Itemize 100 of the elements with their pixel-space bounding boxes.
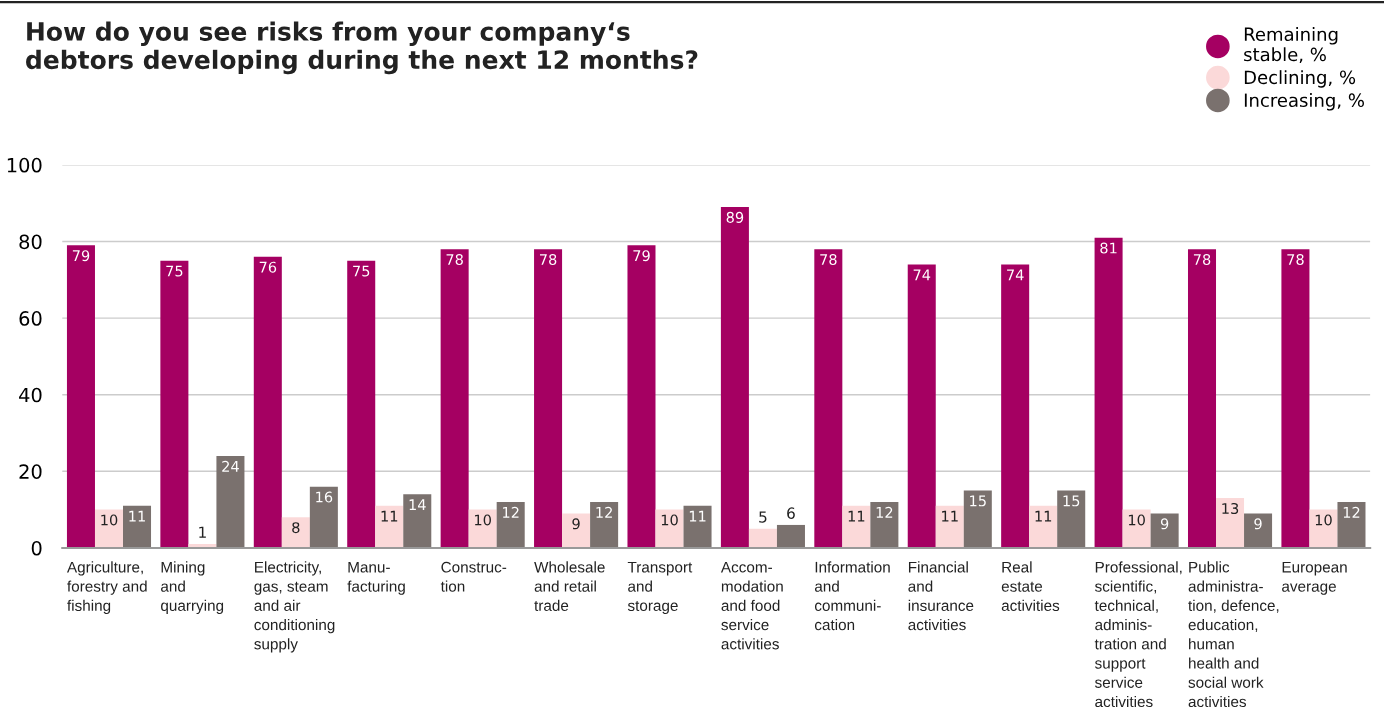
data-label: 89	[726, 211, 744, 223]
data-label: 76	[259, 261, 277, 273]
y-tick-label: 0	[31, 540, 42, 556]
x-tick-label: Transport and storage	[627, 561, 693, 615]
data-label: 78	[1287, 254, 1304, 266]
x-tick-label: Agriculture, forestry and fishing	[66, 561, 147, 615]
bar	[253, 256, 282, 548]
bar	[1029, 505, 1058, 548]
data-label: 9	[1160, 518, 1169, 530]
data-label: 74	[913, 269, 931, 281]
bar	[590, 501, 619, 548]
bar	[562, 513, 591, 548]
data-label: 1	[199, 526, 206, 538]
data-label: 12	[503, 506, 519, 518]
bar	[1094, 237, 1123, 548]
bar	[963, 490, 992, 548]
bar	[440, 249, 469, 548]
x-tick-label: Mining and quarrying	[161, 561, 224, 615]
legend-label: Remaining stable, %	[1244, 27, 1338, 64]
bar	[776, 524, 805, 548]
data-label: 16	[316, 491, 333, 503]
bar	[403, 494, 432, 548]
data-label: 74	[1007, 269, 1024, 281]
bar	[1216, 498, 1245, 548]
data-label: 11	[942, 510, 958, 522]
data-label: 10	[1128, 514, 1145, 526]
bar	[720, 207, 749, 548]
x-tick-label: Manu- facturing	[347, 561, 405, 595]
bar	[748, 528, 777, 548]
bar	[309, 486, 338, 548]
bar	[160, 260, 189, 548]
data-label: 15	[1063, 495, 1080, 507]
bar	[94, 509, 123, 548]
data-label: 12	[1343, 506, 1360, 518]
x-tick-label: Electricity, gas, steam and air conditioning supply	[254, 561, 335, 653]
bar	[375, 505, 404, 548]
bar	[1122, 509, 1151, 548]
data-label: 79	[633, 250, 650, 262]
y-tick-label: 40	[19, 387, 42, 403]
bar	[870, 501, 899, 548]
data-label: 12	[876, 506, 893, 518]
data-label: 8	[292, 522, 300, 534]
x-tick-label: Accom- modation and food service activities	[720, 561, 783, 650]
legend-label: Increasing, %	[1244, 93, 1364, 111]
x-tick-label: Real estate activities	[1001, 561, 1060, 611]
y-tick-label: 60	[19, 311, 42, 326]
data-label: 9	[1254, 518, 1262, 530]
bar	[1244, 513, 1273, 548]
data-label: 78	[820, 254, 837, 266]
bar	[496, 501, 525, 548]
data-label: 6	[787, 507, 795, 519]
data-label: 15	[970, 495, 986, 507]
data-label: 10	[474, 514, 491, 526]
data-label: 78	[539, 254, 557, 266]
data-label: 13	[1222, 502, 1239, 515]
bar	[1150, 513, 1179, 548]
data-label: 78	[1193, 254, 1211, 266]
data-label: 11	[689, 510, 706, 522]
data-label: 11	[848, 510, 865, 522]
bar	[907, 264, 936, 548]
x-tick-label: European average	[1282, 561, 1347, 595]
data-label: 24	[222, 460, 239, 472]
data-label: 75	[353, 265, 370, 277]
x-tick-label: Information and communi- cation	[814, 561, 890, 631]
x-tick-label: Wholesale and retail trade	[534, 561, 605, 611]
data-label: 78	[446, 254, 463, 266]
bar	[655, 509, 684, 548]
data-label: 9	[572, 518, 580, 530]
bar	[468, 509, 497, 548]
x-tick-label: Professional, scientific, technical, adminis- tration and support service activities	[1094, 561, 1182, 708]
bar	[1309, 509, 1338, 548]
bar	[281, 517, 310, 548]
bar	[123, 505, 152, 548]
bar	[842, 505, 871, 548]
data-label: 11	[381, 510, 398, 522]
bar	[66, 245, 95, 548]
bar	[1001, 264, 1030, 548]
data-label: 79	[72, 250, 90, 262]
data-label: 14	[409, 499, 426, 510]
data-label: 12	[596, 506, 612, 518]
bar	[1281, 249, 1310, 548]
bar	[627, 245, 656, 548]
data-label: 11	[129, 510, 145, 522]
data-label: 10	[661, 514, 678, 526]
data-label: 11	[1035, 510, 1052, 522]
y-tick-label: 20	[19, 464, 42, 479]
bar	[1057, 490, 1086, 548]
legend-label: Declining, %	[1244, 70, 1356, 88]
data-label: 75	[166, 265, 183, 277]
data-label: 10	[101, 514, 118, 526]
data-label: 81	[1100, 242, 1117, 254]
bar	[534, 249, 563, 548]
x-tick-label: Construc- tion	[440, 561, 507, 592]
x-tick-label: Public administra- tion, defence, education, human health and social work activities	[1188, 561, 1279, 708]
bar	[347, 260, 376, 548]
y-tick-label: 100	[7, 157, 42, 173]
bar	[1337, 501, 1366, 548]
bar	[1187, 249, 1217, 548]
bar	[683, 505, 712, 548]
chart-title: How do you see risks from your company‘s debtors developing during the next 12 months?	[26, 21, 698, 75]
